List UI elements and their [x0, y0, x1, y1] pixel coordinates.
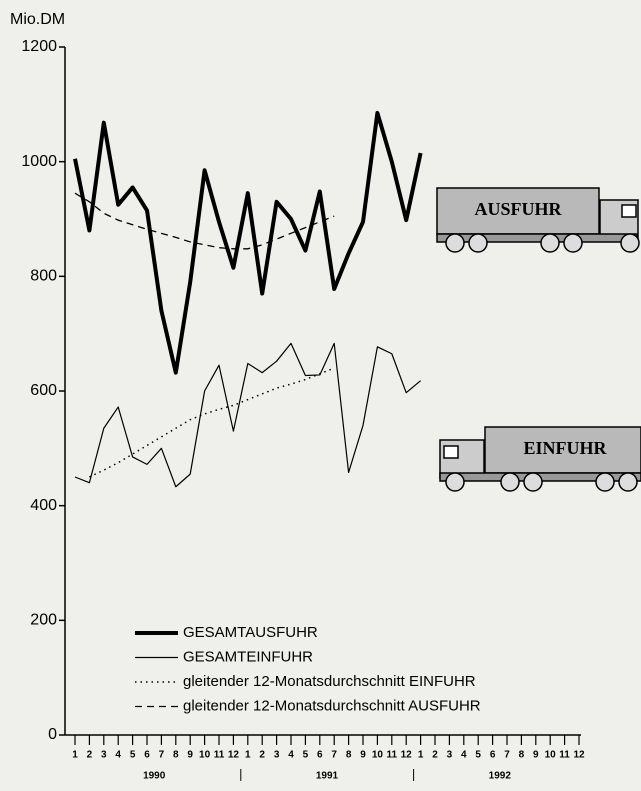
x-tick-label: 10 — [199, 750, 211, 761]
x-tick-label: 11 — [387, 750, 398, 761]
y-tick-label: 0 — [48, 726, 57, 743]
x-tick-label: 8 — [346, 750, 352, 761]
x-tick-label: 12 — [401, 750, 413, 761]
x-tick-label: 1 — [245, 750, 251, 761]
year-label: 1990 — [143, 771, 166, 782]
y-tick-label: 1200 — [21, 38, 57, 55]
y-tick-label: 400 — [30, 497, 57, 514]
x-tick-label: 9 — [360, 750, 366, 761]
x-tick-label: 5 — [303, 750, 309, 761]
x-tick-label: 4 — [288, 750, 294, 761]
x-tick-label: 6 — [317, 750, 323, 761]
x-tick-label: 1 — [418, 750, 424, 761]
truck-label: EINFUHR — [523, 438, 607, 458]
x-tick-label: 5 — [475, 750, 481, 761]
legend-label: GESAMTAUSFUHR — [183, 624, 318, 641]
x-tick-label: 10 — [545, 750, 557, 761]
chart: Mio.DM AUSFUHR EINFUHR 0 200 400 600 800 1000… — [0, 0, 641, 791]
x-tick-label: 12 — [573, 750, 585, 761]
x-tick-label: 7 — [331, 750, 337, 761]
legend-label: gleitender 12-Monatsdurchschnitt AUSFUHR — [183, 697, 481, 714]
year-label: 1992 — [489, 771, 512, 782]
x-tick-label: 5 — [130, 750, 136, 761]
x-tick-label: 3 — [447, 750, 453, 761]
x-tick-label: 4 — [461, 750, 467, 761]
x-tick-label: 4 — [115, 750, 121, 761]
x-tick-label: 7 — [159, 750, 165, 761]
legend-label: gleitender 12-Monatsdurchschnitt EINFUHR — [183, 673, 476, 690]
x-tick-label: 2 — [87, 750, 93, 761]
x-tick-label: 11 — [214, 750, 225, 761]
x-tick-label: 12 — [228, 750, 240, 761]
y-tick-label: 800 — [30, 268, 57, 285]
x-tick-label: 3 — [101, 750, 107, 761]
x-tick-label: 6 — [490, 750, 496, 761]
y-axis-label: Mio.DM — [10, 11, 65, 28]
x-tick-label: 3 — [274, 750, 280, 761]
x-tick-label: 1 — [72, 750, 78, 761]
year-label: 1991 — [316, 771, 339, 782]
x-tick-label: 11 — [559, 750, 570, 761]
x-tick-label: 8 — [519, 750, 525, 761]
x-tick-label: 2 — [432, 750, 438, 761]
x-tick-label: 7 — [504, 750, 510, 761]
x-tick-label: 8 — [173, 750, 179, 761]
y-tick-label: 600 — [30, 382, 57, 399]
y-tick-label: 200 — [30, 612, 57, 629]
y-tick-label: 1000 — [21, 153, 57, 170]
x-tick-label: 9 — [533, 750, 539, 761]
x-tick-label: 2 — [259, 750, 265, 761]
legend-label: GESAMTEINFUHR — [183, 648, 313, 665]
x-tick-label: 10 — [372, 750, 384, 761]
x-tick-label: 6 — [144, 750, 150, 761]
x-tick-label: 9 — [187, 750, 193, 761]
truck-label: AUSFUHR — [474, 199, 562, 219]
